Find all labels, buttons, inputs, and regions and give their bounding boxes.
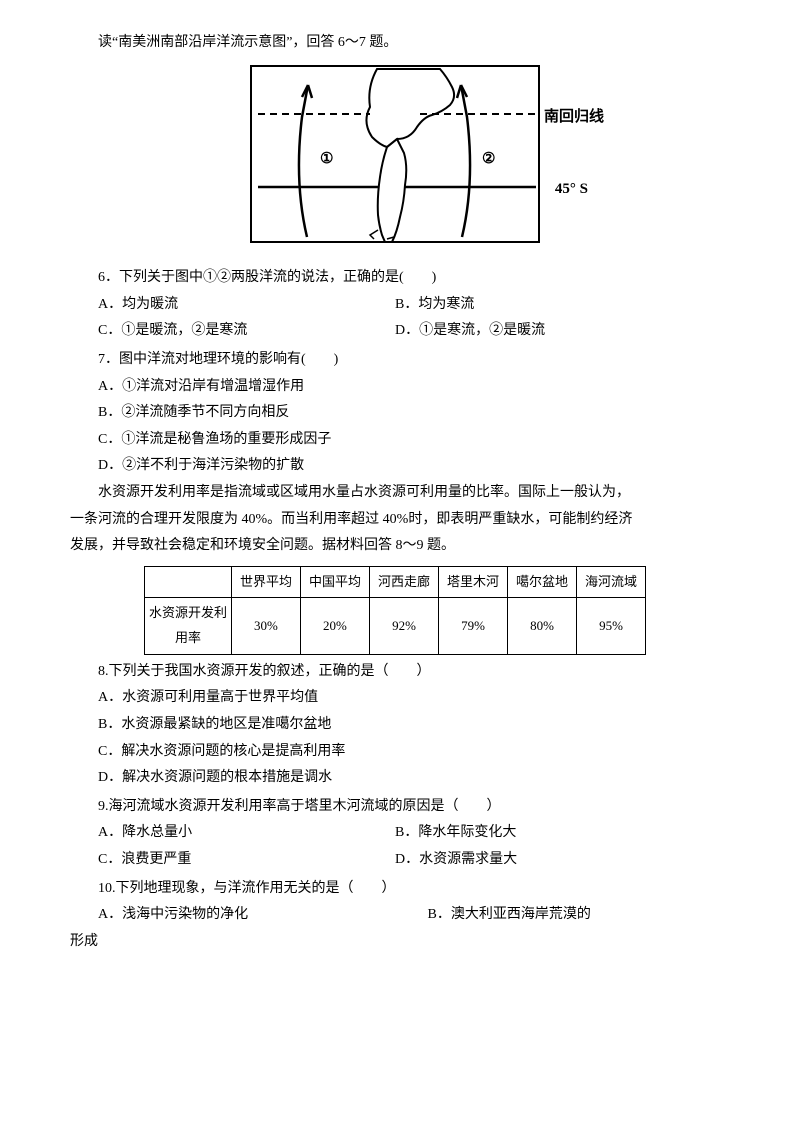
q7-opt-a: A．①洋流对沿岸有增温增湿作用 [70, 374, 720, 401]
q9-stem: 9.海河流域水资源开发利用率高于塔里木河流域的原因是（ ） [70, 794, 720, 821]
q9-opt-c: C．浪费更严重 [70, 847, 395, 874]
q9-opt-a: A．降水总量小 [70, 820, 395, 847]
table-cell: 80% [508, 598, 577, 654]
label-45s: 45° S [555, 175, 588, 204]
figure-container: ① ② 南回归线 45° S [70, 65, 720, 254]
table-header-cell: 世界平均 [231, 566, 300, 598]
q9-opt-b: B．降水年际变化大 [395, 820, 720, 847]
q6-opt-b: B．均为寒流 [395, 292, 720, 319]
q7-stem: 7．图中洋流对地理环境的影响有( ) [70, 347, 720, 374]
label-current-1: ① [320, 145, 333, 174]
table-row-label: 水资源开发利 用率 [144, 598, 231, 654]
row-label-line1: 水资源开发利 [149, 605, 227, 620]
q6-stem: 6．下列关于图中①②两股洋流的说法，正确的是( ) [70, 265, 720, 292]
q8-opt-b: B．水资源最紧缺的地区是准噶尔盆地 [70, 712, 720, 739]
map-svg [252, 67, 542, 245]
table-header-row: 世界平均 中国平均 河西走廊 塔里木河 噶尔盆地 海河流域 [144, 566, 645, 598]
q6-opt-a: A．均为暖流 [70, 292, 395, 319]
table-cell: 92% [369, 598, 438, 654]
paragraph-line-1: 水资源开发利用率是指流域或区域用水量占水资源可利用量的比率。国际上一般认为， [70, 480, 720, 507]
south-america-current-map: ① ② 南回归线 45° S [250, 65, 540, 243]
table-data-row: 水资源开发利 用率 30% 20% 92% 79% 80% 95% [144, 598, 645, 654]
q7-opt-b: B．②洋流随季节不同方向相反 [70, 400, 720, 427]
table-header-cell [144, 566, 231, 598]
q8-opt-a: A．水资源可利用量高于世界平均值 [70, 685, 720, 712]
q10-opt-b: B．澳大利亚西海岸荒漠的 [428, 902, 721, 929]
q8-opt-d: D．解决水资源问题的根本措施是调水 [70, 765, 720, 792]
table-cell: 20% [300, 598, 369, 654]
paragraph-line-3: 发展，并导致社会稳定和环境安全问题。据材料回答 8～9 题。 [70, 533, 720, 560]
q8-opt-c: C．解决水资源问题的核心是提高利用率 [70, 739, 720, 766]
q7-opt-d: D．②洋不利于海洋污染物的扩散 [70, 453, 720, 480]
intro-6-7: 读“南美洲南部沿岸洋流示意图”，回答 6～7 题。 [70, 30, 720, 57]
q10-opt-a: A．浅海中污染物的净化 [70, 902, 428, 929]
water-utilization-table: 世界平均 中国平均 河西走廊 塔里木河 噶尔盆地 海河流域 水资源开发利 用率 … [144, 566, 646, 655]
q7-opt-c: C．①洋流是秘鲁渔场的重要形成因子 [70, 427, 720, 454]
table-cell: 30% [231, 598, 300, 654]
q8-stem: 8.下列关于我国水资源开发的叙述，正确的是（ ） [70, 659, 720, 686]
paragraph-line-2: 一条河流的合理开发限度为 40%。而当利用率超过 40%时，即表明严重缺水，可能… [70, 507, 720, 534]
q9-opt-d: D．水资源需求量大 [395, 847, 720, 874]
table-cell: 95% [577, 598, 646, 654]
table-header-cell: 海河流域 [577, 566, 646, 598]
q6-opt-c: C．①是暖流，②是寒流 [70, 318, 395, 345]
table-header-cell: 噶尔盆地 [508, 566, 577, 598]
label-current-2: ② [482, 145, 495, 174]
table-header-cell: 塔里木河 [439, 566, 508, 598]
table-header-cell: 河西走廊 [369, 566, 438, 598]
label-tropic: 南回归线 [544, 103, 604, 132]
q10-stem: 10.下列地理现象，与洋流作用无关的是（ ） [70, 876, 720, 903]
row-label-line2: 用率 [175, 630, 201, 645]
q10-opt-b-cont: 形成 [70, 929, 720, 956]
table-header-cell: 中国平均 [300, 566, 369, 598]
table-cell: 79% [439, 598, 508, 654]
q6-opt-d: D．①是寒流，②是暖流 [395, 318, 720, 345]
